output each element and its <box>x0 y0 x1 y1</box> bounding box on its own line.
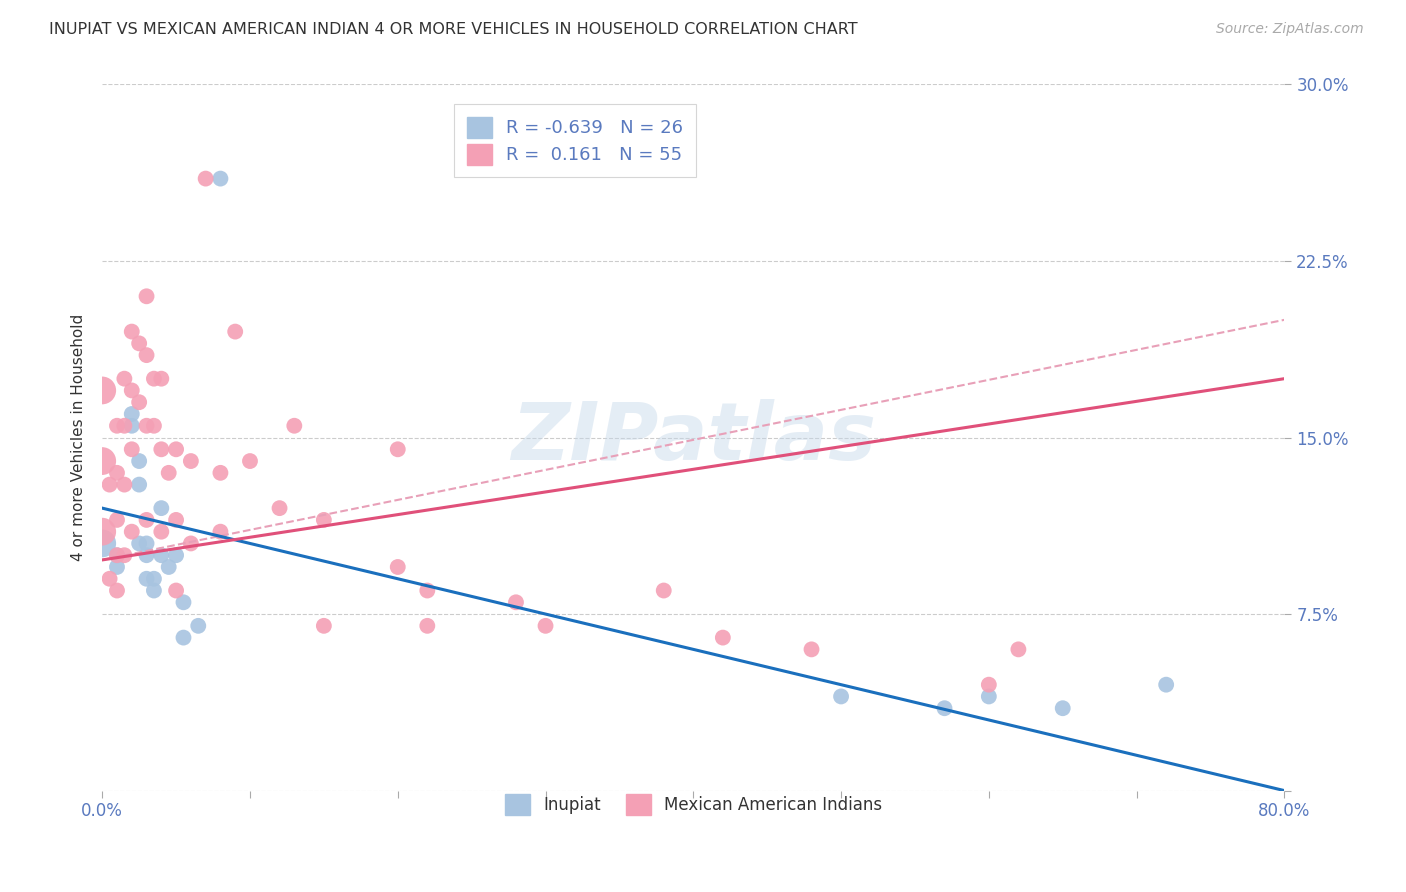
Point <box>121 418 143 433</box>
Point <box>209 466 232 480</box>
Point <box>312 513 335 527</box>
Point <box>150 548 173 562</box>
Point <box>135 289 157 303</box>
Text: Source: ZipAtlas.com: Source: ZipAtlas.com <box>1216 22 1364 37</box>
Point <box>142 572 165 586</box>
Point <box>121 442 143 457</box>
Point <box>173 631 195 645</box>
Point <box>128 395 150 409</box>
Point <box>105 583 128 598</box>
Point <box>165 583 187 598</box>
Point <box>387 560 409 574</box>
Point <box>105 560 128 574</box>
Point <box>505 595 527 609</box>
Point <box>150 524 173 539</box>
Point <box>105 548 128 562</box>
Point <box>121 325 143 339</box>
Point <box>534 619 557 633</box>
Point <box>105 513 128 527</box>
Point <box>112 372 135 386</box>
Point <box>128 336 150 351</box>
Point <box>224 325 246 339</box>
Text: ZIPatlas: ZIPatlas <box>510 399 876 476</box>
Point <box>128 536 150 550</box>
Point <box>105 418 128 433</box>
Point <box>194 171 217 186</box>
Point <box>1052 701 1074 715</box>
Y-axis label: 4 or more Vehicles in Household: 4 or more Vehicles in Household <box>72 314 86 561</box>
Point <box>387 442 409 457</box>
Point <box>977 690 1000 704</box>
Point <box>135 348 157 362</box>
Point <box>135 536 157 550</box>
Point <box>157 560 180 574</box>
Point <box>165 548 187 562</box>
Point <box>652 583 675 598</box>
Text: INUPIAT VS MEXICAN AMERICAN INDIAN 4 OR MORE VEHICLES IN HOUSEHOLD CORRELATION C: INUPIAT VS MEXICAN AMERICAN INDIAN 4 OR … <box>49 22 858 37</box>
Point <box>416 619 439 633</box>
Point <box>142 372 165 386</box>
Point <box>135 572 157 586</box>
Point <box>112 418 135 433</box>
Point <box>135 548 157 562</box>
Point <box>150 372 173 386</box>
Point <box>830 690 852 704</box>
Point <box>1154 678 1177 692</box>
Point <box>157 466 180 480</box>
Point <box>416 583 439 598</box>
Point <box>98 477 121 491</box>
Point <box>128 454 150 468</box>
Point <box>121 524 143 539</box>
Point <box>142 418 165 433</box>
Point <box>112 477 135 491</box>
Point <box>135 418 157 433</box>
Point <box>239 454 262 468</box>
Point <box>142 583 165 598</box>
Point <box>165 442 187 457</box>
Point <box>105 548 128 562</box>
Point <box>98 572 121 586</box>
Point <box>150 442 173 457</box>
Legend: Inupiat, Mexican American Indians: Inupiat, Mexican American Indians <box>495 784 891 824</box>
Point <box>209 171 232 186</box>
Point <box>135 513 157 527</box>
Point <box>800 642 823 657</box>
Point <box>180 454 202 468</box>
Point <box>977 678 1000 692</box>
Point <box>269 501 291 516</box>
Point <box>91 384 114 398</box>
Point <box>711 631 734 645</box>
Point <box>128 477 150 491</box>
Point <box>91 536 114 550</box>
Point <box>934 701 956 715</box>
Point <box>312 619 335 633</box>
Point <box>112 548 135 562</box>
Point <box>209 524 232 539</box>
Point <box>105 466 128 480</box>
Point <box>165 513 187 527</box>
Point <box>121 384 143 398</box>
Point <box>180 536 202 550</box>
Point <box>173 595 195 609</box>
Point <box>150 501 173 516</box>
Point <box>283 418 305 433</box>
Point <box>91 524 114 539</box>
Point <box>91 454 114 468</box>
Point <box>187 619 209 633</box>
Point <box>1007 642 1029 657</box>
Point <box>121 407 143 421</box>
